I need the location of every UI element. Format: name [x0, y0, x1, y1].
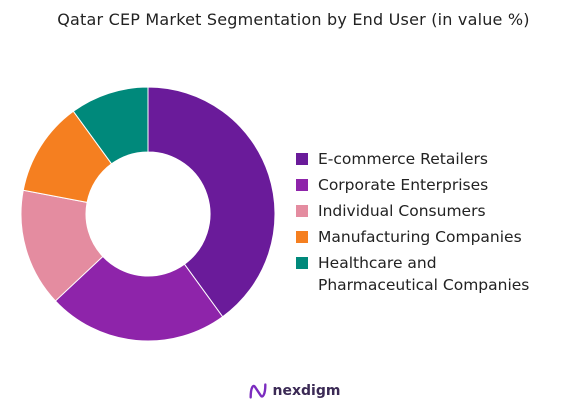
legend-item-individual-consumers: Individual Consumers — [296, 200, 581, 222]
legend-swatch — [296, 231, 308, 243]
legend-label: Manufacturing Companies — [318, 228, 522, 246]
legend-swatch — [296, 257, 308, 269]
donut-slice-e-commerce-retailers — [147, 86, 276, 318]
legend-label: Individual Consumers — [318, 202, 486, 220]
legend-label: Healthcare and Pharmaceutical Companies — [318, 254, 530, 294]
legend-swatch — [296, 205, 308, 217]
legend-item-e-commerce-retailers: E-commerce Retailers — [296, 148, 581, 170]
legend-item-manufacturing-companies: Manufacturing Companies — [296, 226, 581, 248]
brand-footer: nexdigm — [0, 380, 587, 402]
legend-item-corporate-enterprises: Corporate Enterprises — [296, 174, 581, 196]
legend-swatch — [296, 153, 308, 165]
nexdigm-logo-icon — [249, 383, 267, 399]
brand-name: nexdigm — [272, 383, 341, 399]
donut-slice-corporate-enterprises — [54, 255, 224, 342]
chart-title: Qatar CEP Market Segmentation by End Use… — [57, 10, 530, 29]
legend-item-healthcare-and-pharmaceutical-companies: Healthcare and Pharmaceutical Companies — [296, 252, 581, 296]
donut-slice-healthcare-and-pharmaceutical-companies — [72, 86, 149, 165]
chart-legend: E-commerce Retailers Corporate Enterprise… — [296, 148, 581, 300]
legend-label: Corporate Enterprises — [318, 176, 489, 194]
donut-chart — [20, 86, 276, 342]
legend-swatch — [296, 179, 308, 191]
legend-label: E-commerce Retailers — [318, 150, 488, 168]
